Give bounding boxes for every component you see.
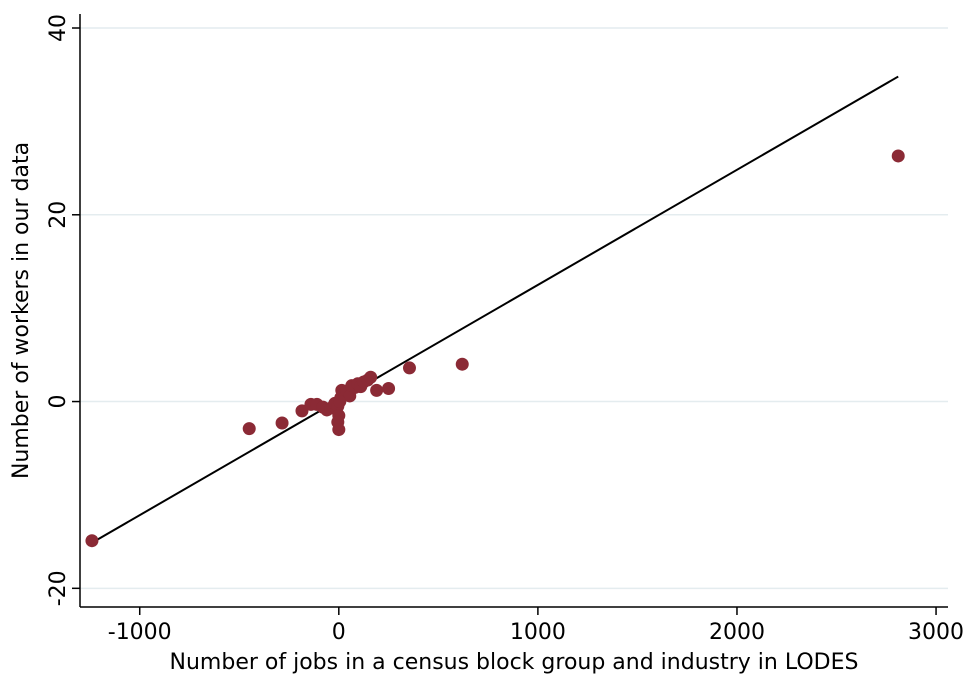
data-point-2 — [455, 357, 469, 371]
data-point-5 — [275, 416, 289, 430]
data-point-25 — [364, 370, 378, 384]
x-tick-label-2: 1000 — [510, 620, 566, 645]
x-tick-label-4: 3000 — [908, 620, 964, 645]
data-point-4 — [242, 422, 256, 436]
x-tick-label-1: 0 — [332, 620, 346, 645]
y-tick-label-3: 40 — [46, 14, 71, 42]
data-point-30 — [332, 423, 346, 437]
data-point-6 — [295, 404, 309, 418]
data-points — [85, 149, 905, 548]
gridlines — [80, 27, 948, 590]
axes — [79, 14, 948, 608]
y-ticks: -20 0 20 40 — [46, 14, 80, 606]
x-tick-label-0: -1000 — [108, 620, 172, 645]
data-point-31 — [333, 395, 347, 409]
data-point-27 — [382, 381, 396, 395]
data-point-26 — [370, 383, 384, 397]
y-axis-title: Number of workers in our data — [9, 142, 34, 479]
data-point-0 — [85, 534, 99, 548]
x-tick-label-3: 2000 — [709, 620, 765, 645]
x-axis-title: Number of jobs in a census block group a… — [170, 650, 859, 675]
y-tick-label-0: -20 — [46, 570, 71, 606]
y-tick-label-1: 0 — [46, 395, 71, 409]
data-point-3 — [402, 361, 416, 375]
fit-line — [93, 75, 899, 543]
fit-line-group — [93, 75, 899, 543]
x-ticks: -1000 0 1000 2000 3000 — [108, 607, 964, 645]
y-tick-label-2: 20 — [46, 201, 71, 229]
data-point-1 — [891, 149, 905, 163]
